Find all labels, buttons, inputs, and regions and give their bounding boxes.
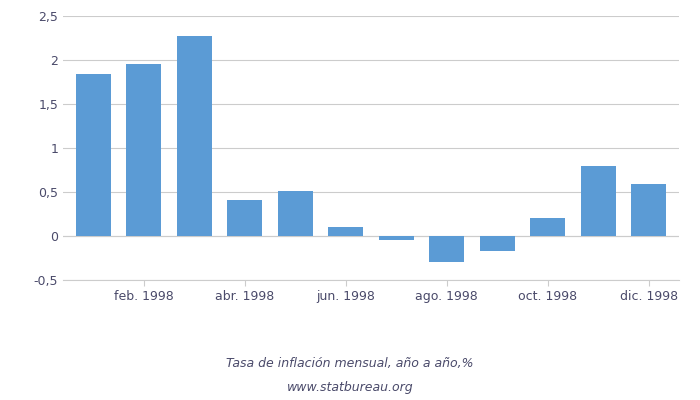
Bar	[580, 166, 616, 236]
Bar	[278, 191, 313, 236]
Text: Tasa de inflación mensual, año a año,%: Tasa de inflación mensual, año a año,%	[226, 358, 474, 370]
Bar	[530, 218, 566, 236]
Bar	[429, 236, 464, 262]
Bar	[176, 36, 212, 236]
Bar	[126, 64, 162, 236]
Text: www.statbureau.org: www.statbureau.org	[287, 382, 413, 394]
Bar	[227, 200, 262, 236]
Bar	[480, 236, 515, 251]
Bar	[76, 74, 111, 236]
Bar	[379, 236, 414, 240]
Bar	[631, 184, 666, 236]
Bar	[328, 227, 363, 236]
